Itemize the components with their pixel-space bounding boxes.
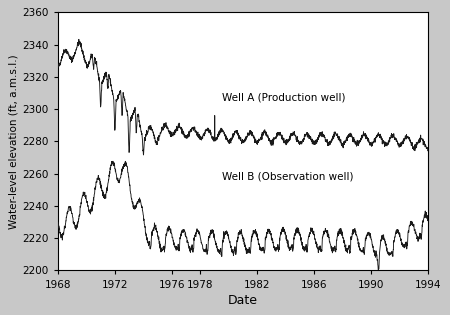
X-axis label: Date: Date (228, 294, 258, 307)
Y-axis label: Water-level elevation (ft, a.m.s.l.): Water-level elevation (ft, a.m.s.l.) (9, 54, 18, 229)
Text: Well B (Observation well): Well B (Observation well) (222, 172, 353, 182)
Text: Well A (Production well): Well A (Production well) (222, 93, 345, 103)
